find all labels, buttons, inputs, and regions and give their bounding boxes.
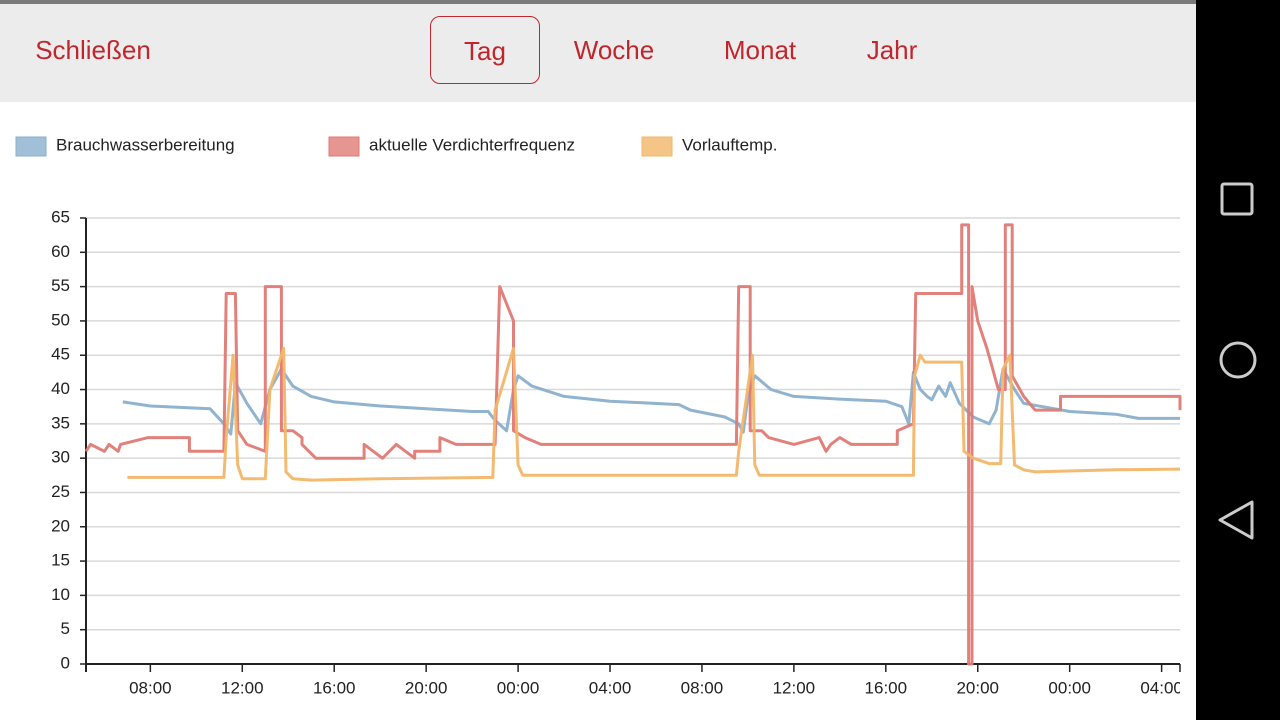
- nav-icons: [1218, 182, 1257, 540]
- series-line: [84, 223, 1182, 666]
- x-tick-label: 04:00: [589, 678, 632, 697]
- chart: Brauchwasserbereitung aktuelle Verdichter…: [15, 135, 1183, 697]
- navigation-bar: [1196, 0, 1280, 720]
- legend-label: Brauchwasserbereitung: [56, 135, 235, 154]
- tab-button[interactable]: Monat: [723, 35, 797, 65]
- tab-button[interactable]: Tag: [430, 16, 540, 84]
- y-tick-label: 65: [51, 207, 70, 226]
- x-tick-label: 16:00: [865, 678, 908, 697]
- legend-swatch: [15, 136, 47, 157]
- x-tick-label: 08:00: [681, 678, 724, 697]
- y-tick-label: 10: [51, 585, 70, 604]
- y-tick-label: 35: [51, 413, 70, 432]
- y-tick-label: 0: [61, 653, 70, 672]
- y-tick-label: 40: [51, 379, 70, 398]
- legend-label: Vorlauftemp.: [682, 135, 777, 154]
- home-button[interactable]: [1219, 341, 1257, 379]
- tab-button[interactable]: Woche: [573, 35, 655, 65]
- tab-button[interactable]: Jahr: [866, 35, 918, 65]
- close-button[interactable]: Schließen: [35, 35, 151, 65]
- y-tick-label: 5: [61, 619, 70, 638]
- series-line: [127, 346, 1181, 482]
- y-tick-label: 25: [51, 482, 70, 501]
- x-tick-label: 20:00: [405, 678, 448, 697]
- x-tick-label: 00:00: [497, 678, 540, 697]
- x-tick-label: 08:00: [129, 678, 172, 697]
- x-tick-label: 00:00: [1048, 678, 1091, 697]
- x-tick-label: 16:00: [313, 678, 356, 697]
- x-tick-label: 04:00: [1140, 678, 1183, 697]
- y-tick-label: 50: [51, 310, 70, 329]
- toolbar: Schließen Tag Woche Monat Jahr: [0, 0, 1196, 102]
- legend-swatch: [641, 136, 673, 157]
- y-tick-label: 20: [51, 516, 70, 535]
- y-tick-label: 15: [51, 551, 70, 570]
- x-tick-label: 12:00: [221, 678, 264, 697]
- x-tick-label: 20:00: [956, 678, 999, 697]
- y-tick-label: 45: [51, 345, 70, 364]
- recent-button[interactable]: [1220, 182, 1254, 216]
- y-tick-label: 60: [51, 242, 70, 261]
- x-tick-label: 12:00: [773, 678, 816, 697]
- y-tick-label: 30: [51, 448, 70, 467]
- legend-label: aktuelle Verdichterfrequenz: [369, 135, 575, 154]
- y-tick-label: 55: [51, 276, 70, 295]
- back-button[interactable]: [1218, 500, 1254, 540]
- legend-swatch: [328, 136, 360, 157]
